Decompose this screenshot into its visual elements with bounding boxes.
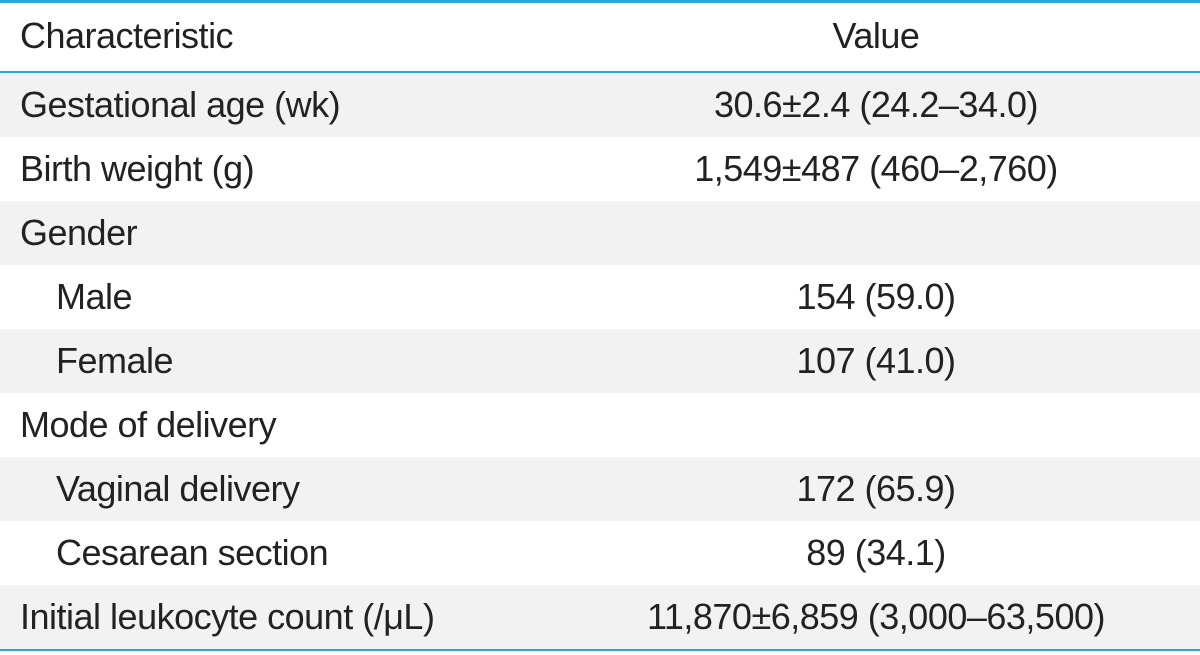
table-row: Initial leukocyte count (/μL) 11,870±6,8… [0,585,1200,650]
table-row: Gestational age (wk) 30.6±2.4 (24.2–34.0… [0,72,1200,137]
row-value [552,201,1200,265]
table-row: Female 107 (41.0) [0,329,1200,393]
characteristics-table-container: Characteristic Value Gestational age (wk… [0,0,1200,651]
table-body: Gestational age (wk) 30.6±2.4 (24.2–34.0… [0,72,1200,650]
row-label: Male [0,265,552,329]
row-label: Mode of delivery [0,393,552,457]
col-header-characteristic: Characteristic [0,2,552,73]
row-label: Female [0,329,552,393]
row-value: 107 (41.0) [552,329,1200,393]
table-row: Cesarean section 89 (34.1) [0,521,1200,585]
row-value: 154 (59.0) [552,265,1200,329]
row-value: 11,870±6,859 (3,000–63,500) [552,585,1200,650]
row-label: Gender [0,201,552,265]
row-label: Initial leukocyte count (/μL) [0,585,552,650]
row-label: Vaginal delivery [0,457,552,521]
row-label: Cesarean section [0,521,552,585]
row-value [552,393,1200,457]
row-label: Gestational age (wk) [0,72,552,137]
table-row: Birth weight (g) 1,549±487 (460–2,760) [0,137,1200,201]
row-value: 89 (34.1) [552,521,1200,585]
table-header-row: Characteristic Value [0,2,1200,73]
row-value: 1,549±487 (460–2,760) [552,137,1200,201]
characteristics-table: Characteristic Value Gestational age (wk… [0,0,1200,651]
row-value: 172 (65.9) [552,457,1200,521]
table-row: Gender [0,201,1200,265]
table-row: Vaginal delivery 172 (65.9) [0,457,1200,521]
col-header-value: Value [552,2,1200,73]
row-label: Birth weight (g) [0,137,552,201]
table-row: Male 154 (59.0) [0,265,1200,329]
row-value: 30.6±2.4 (24.2–34.0) [552,72,1200,137]
table-row: Mode of delivery [0,393,1200,457]
